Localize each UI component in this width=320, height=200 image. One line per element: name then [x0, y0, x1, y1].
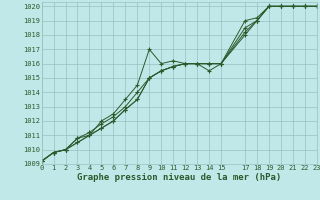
X-axis label: Graphe pression niveau de la mer (hPa): Graphe pression niveau de la mer (hPa): [77, 173, 281, 182]
